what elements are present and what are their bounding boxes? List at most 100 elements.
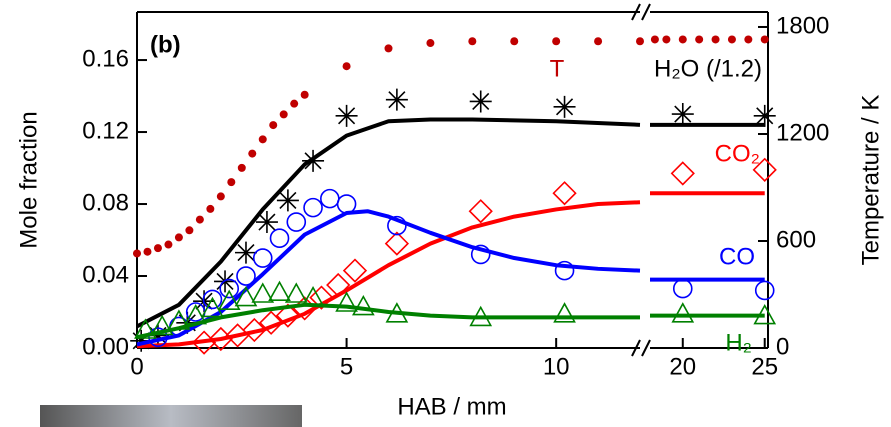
marker: [468, 37, 477, 46]
marker: [153, 244, 162, 253]
marker: [385, 302, 409, 323]
marker: [671, 103, 694, 126]
y-tick-label: 0.00: [82, 333, 129, 360]
marker: [174, 233, 183, 242]
marker: [219, 278, 240, 299]
series-label: CO: [719, 243, 755, 270]
marker: [148, 327, 168, 348]
marker: [202, 289, 223, 310]
marker: [269, 228, 290, 249]
y-tick-label: 0.16: [82, 45, 129, 72]
marker: [258, 135, 267, 144]
marker: [237, 163, 246, 172]
marker: [242, 317, 267, 343]
marker: [760, 35, 769, 44]
marker: [206, 204, 215, 213]
marker: [290, 99, 299, 108]
marker: [269, 121, 278, 130]
marker: [335, 104, 358, 127]
marker: [744, 35, 753, 44]
fit-line: [136, 302, 640, 340]
y-tick-label: 0.12: [82, 117, 129, 144]
marker: [384, 44, 393, 53]
marker: [236, 266, 256, 286]
marker: [276, 189, 299, 212]
marker: [594, 37, 603, 46]
series-label: H₂O (/1.2): [654, 55, 762, 82]
marker: [554, 260, 575, 281]
marker: [275, 303, 301, 328]
marker: [670, 161, 695, 186]
fit-line: [136, 209, 641, 347]
marker: [286, 212, 307, 232]
marker: [303, 197, 323, 218]
marker: [216, 192, 225, 201]
y-axis-title: Mole fraction: [15, 111, 42, 248]
marker: [753, 303, 777, 325]
marker: [385, 88, 408, 111]
series-label: T: [550, 55, 565, 82]
marker: [133, 249, 141, 258]
marker: [469, 305, 493, 327]
x-tick-label: 5: [340, 353, 353, 380]
marker: [130, 329, 153, 352]
marker: [553, 95, 576, 118]
marker: [284, 282, 308, 303]
x-tick-label: 10: [543, 353, 570, 380]
marker: [185, 226, 194, 235]
x-tick-label: 20: [669, 353, 696, 380]
marker: [184, 303, 208, 325]
marker: [326, 272, 351, 298]
marker: [678, 35, 687, 44]
marker: [309, 285, 334, 310]
y-tick-label: 0.08: [82, 189, 129, 216]
marker: [248, 149, 257, 158]
marker: [650, 35, 659, 44]
marker: [553, 302, 576, 323]
marker: [672, 278, 693, 299]
y2-tick-label: 1200: [776, 119, 829, 146]
marker: [336, 194, 357, 214]
marker: [470, 244, 491, 265]
marker: [426, 39, 435, 48]
marker: [268, 280, 291, 302]
marker: [752, 157, 777, 182]
y2-tick-label: 1800: [776, 12, 829, 39]
marker: [387, 215, 407, 236]
marker: [753, 104, 776, 127]
marker: [469, 90, 492, 113]
marker: [252, 248, 273, 268]
marker: [510, 37, 519, 46]
y2-axis-title: Temperature / K: [857, 95, 884, 266]
marker: [552, 181, 577, 206]
marker: [335, 291, 358, 312]
marker: [251, 282, 275, 303]
plot-frame: [136, 3, 769, 357]
marker: [342, 258, 368, 283]
series-label: H₂: [725, 329, 752, 356]
fit-line: [136, 200, 641, 349]
series-label: CO₂: [715, 140, 760, 167]
marker: [146, 324, 169, 347]
marker: [727, 35, 736, 44]
marker: [234, 285, 258, 307]
x-tick-label: 0: [130, 353, 143, 380]
marker: [754, 280, 775, 301]
marker: [201, 296, 224, 318]
photo-fragment: [40, 405, 302, 427]
marker: [134, 318, 157, 339]
marker: [300, 90, 309, 99]
marker: [468, 199, 493, 224]
marker: [143, 247, 152, 256]
marker: [695, 35, 704, 44]
marker: [191, 330, 217, 355]
marker: [208, 326, 233, 352]
marker: [351, 294, 375, 316]
marker: [662, 35, 671, 44]
marker: [167, 309, 191, 330]
marker: [259, 310, 284, 335]
marker: [164, 240, 173, 249]
x-axis-title: HAB / mm: [397, 393, 506, 420]
marker: [255, 211, 278, 234]
